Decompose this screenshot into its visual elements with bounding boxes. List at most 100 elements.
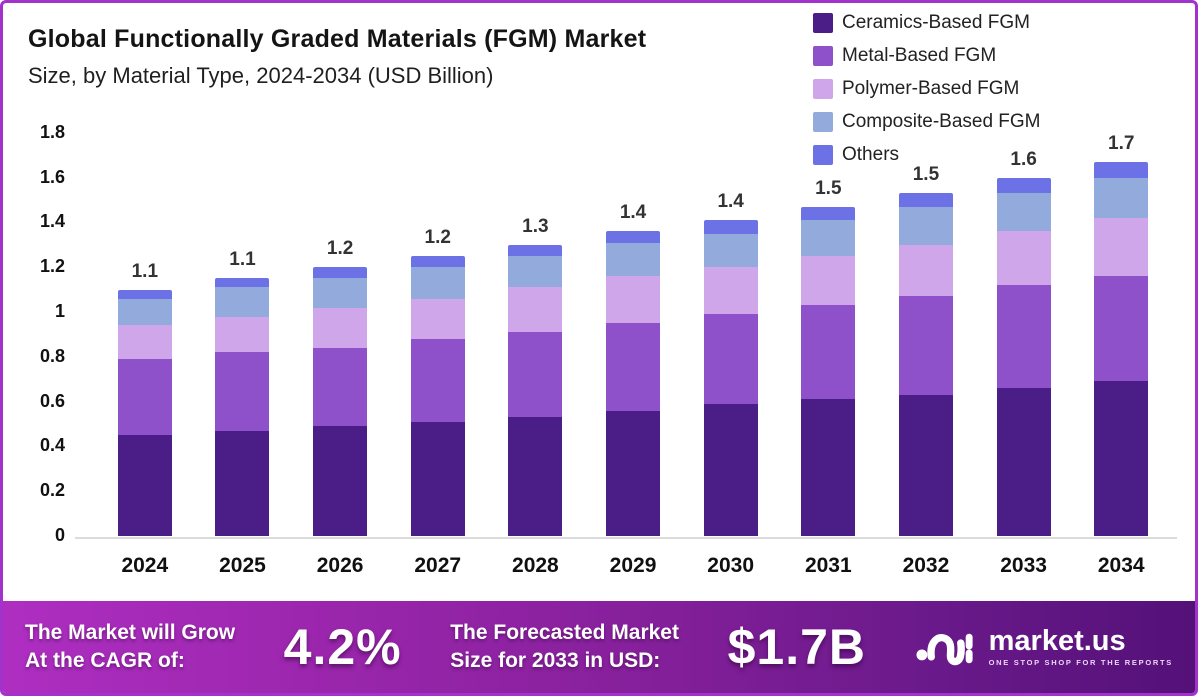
cagr-label: The Market will Grow At the CAGR of: xyxy=(25,619,235,675)
bar-segment-metal-based-fgm-2026 xyxy=(313,347,368,427)
bar-segment-ceramics-based-fgm-2030 xyxy=(703,403,758,536)
bar-segment-metal-based-fgm-2027 xyxy=(410,338,465,422)
bar-segment-metal-based-fgm-2029 xyxy=(606,323,661,411)
bar-column-2027: 1.2 xyxy=(389,227,487,536)
bar-segment-composite-based-fgm-2031 xyxy=(801,220,856,257)
bar-segment-composite-based-fgm-2028 xyxy=(508,256,563,288)
brand-name: market.us xyxy=(988,625,1126,657)
bar-column-2025: 1.1 xyxy=(194,249,292,536)
x-label-2028: 2028 xyxy=(512,554,559,577)
legend-label: Ceramics-Based FGM xyxy=(842,11,1030,33)
bar-segment-polymer-based-fgm-2030 xyxy=(703,267,758,315)
chart-subtitle: Size, by Material Type, 2024-2034 (USD B… xyxy=(28,63,494,88)
chart-title: Global Functionally Graded Materials (FG… xyxy=(28,25,647,53)
stacked-bar-2030 xyxy=(703,220,758,536)
bar-column-2033: 1.6 xyxy=(975,149,1073,536)
legend-swatch-icon xyxy=(813,45,833,66)
brand-tagline: ONE STOP SHOP FOR THE REPORTS xyxy=(988,658,1173,667)
stacked-bar-2024 xyxy=(117,289,172,536)
x-label-2025: 2025 xyxy=(219,554,266,577)
bar-segment-others-2026 xyxy=(313,267,368,279)
x-label-2029: 2029 xyxy=(609,554,657,577)
bar-segment-metal-based-fgm-2032 xyxy=(898,296,953,395)
bar-total-label-2028: 1.3 xyxy=(522,215,549,237)
bar-segment-others-2034 xyxy=(1094,161,1149,178)
x-label-2026: 2026 xyxy=(316,554,364,577)
y-tick-1.6: 1.6 xyxy=(39,166,65,187)
marketus-logo-icon xyxy=(916,633,973,666)
bar-segment-composite-based-fgm-2024 xyxy=(117,298,172,326)
bar-segment-ceramics-based-fgm-2033 xyxy=(996,388,1051,536)
cagr-label-line2: At the CAGR of: xyxy=(25,649,185,672)
bar-total-label-2032: 1.5 xyxy=(912,164,940,186)
legend: Ceramics-Based FGM Metal-Based FGM Polymer… xyxy=(813,8,1041,169)
y-tick-1.4: 1.4 xyxy=(39,211,65,232)
forecast-label: The Forecasted Market Size for 2033 in U… xyxy=(450,619,679,675)
bar-segment-composite-based-fgm-2025 xyxy=(215,287,270,317)
bar-segment-others-2031 xyxy=(801,206,856,221)
bar-segment-metal-based-fgm-2033 xyxy=(996,285,1051,389)
cagr-label-line1: The Market will Grow xyxy=(25,621,236,644)
bar-segment-composite-based-fgm-2027 xyxy=(410,267,465,299)
bar-column-2029: 1.4 xyxy=(584,202,682,536)
forecast-label-line1: The Forecasted Market xyxy=(450,621,679,644)
bar-segment-others-2033 xyxy=(996,177,1051,194)
bar-segment-composite-based-fgm-2026 xyxy=(313,278,368,308)
bar-segment-ceramics-based-fgm-2025 xyxy=(215,430,270,536)
legend-label: Polymer-Based FGM xyxy=(842,77,1020,99)
legend-item-metal-based-fgm: Metal-Based FGM xyxy=(813,41,1041,70)
stacked-bar-2029 xyxy=(606,231,661,536)
bar-segment-metal-based-fgm-2024 xyxy=(117,359,172,436)
legend-item-composite-based-fgm: Composite-Based FGM xyxy=(813,107,1041,136)
bar-segment-ceramics-based-fgm-2027 xyxy=(410,421,465,536)
bar-segment-composite-based-fgm-2032 xyxy=(898,206,953,245)
bar-segment-polymer-based-fgm-2033 xyxy=(996,231,1051,286)
stacked-bar-2032 xyxy=(898,193,953,536)
legend-swatch-icon xyxy=(813,111,833,132)
bar-segment-metal-based-fgm-2031 xyxy=(801,305,856,400)
footer-banner: The Market will Grow At the CAGR of: 4.2… xyxy=(3,601,1195,693)
bar-segment-ceramics-based-fgm-2029 xyxy=(606,410,661,536)
stacked-bar-chart: 0 0.2 0.4 0.6 0.8 1 1.2 1.4 1.6 1.8 1.1 1.1 1.2 1.2 1… xyxy=(3,3,1195,603)
bar-segment-metal-based-fgm-2034 xyxy=(1094,276,1149,382)
bar-segment-others-2028 xyxy=(508,244,563,257)
bar-segment-polymer-based-fgm-2031 xyxy=(801,256,856,306)
bar-segment-others-2025 xyxy=(215,278,270,288)
legend-label: Others xyxy=(842,143,900,165)
bar-segment-metal-based-fgm-2028 xyxy=(508,332,563,418)
bar-segment-polymer-based-fgm-2027 xyxy=(410,298,465,339)
stacked-bar-2031 xyxy=(801,206,856,536)
y-tick-0.8: 0.8 xyxy=(39,345,65,366)
bar-total-label-2030: 1.4 xyxy=(717,191,744,213)
y-tick-1.2: 1.2 xyxy=(39,256,65,277)
bar-segment-ceramics-based-fgm-2024 xyxy=(117,435,172,536)
legend-swatch-icon xyxy=(813,78,833,99)
cagr-value: 4.2% xyxy=(283,619,402,675)
bar-segment-others-2029 xyxy=(606,231,661,243)
bar-segment-polymer-based-fgm-2032 xyxy=(898,244,953,297)
bar-segment-ceramics-based-fgm-2028 xyxy=(508,417,563,536)
legend-item-ceramics-based-fgm: Ceramics-Based FGM xyxy=(813,8,1041,37)
y-tick-1: 1 xyxy=(54,301,65,321)
stacked-bar-2033 xyxy=(996,177,1051,536)
y-tick-1.8: 1.8 xyxy=(39,121,65,142)
bar-segment-others-2032 xyxy=(898,193,953,207)
x-label-2030: 2030 xyxy=(707,554,755,577)
x-label-2024: 2024 xyxy=(121,554,169,577)
x-axis-line xyxy=(75,537,1177,539)
bar-segment-ceramics-based-fgm-2032 xyxy=(898,394,953,536)
x-label-2031: 2031 xyxy=(804,554,852,577)
bar-segment-composite-based-fgm-2030 xyxy=(703,233,758,268)
bar-segment-ceramics-based-fgm-2034 xyxy=(1094,381,1149,536)
bar-segment-composite-based-fgm-2029 xyxy=(606,242,661,277)
stacked-bar-2026 xyxy=(313,267,368,536)
bar-segment-others-2030 xyxy=(703,220,758,234)
bar-column-2024: 1.1 xyxy=(96,261,194,536)
x-label-2033: 2033 xyxy=(1000,554,1047,577)
bar-total-label-2024: 1.1 xyxy=(131,260,159,282)
x-axis-labels: 2024 2025 2026 2027 2028 2029 2030 2031 2032 2033… xyxy=(96,554,1170,578)
bar-segment-polymer-based-fgm-2028 xyxy=(508,287,563,333)
bar-total-label-2034: 1.7 xyxy=(1108,132,1135,154)
bar-total-label-2027: 1.2 xyxy=(424,227,451,249)
